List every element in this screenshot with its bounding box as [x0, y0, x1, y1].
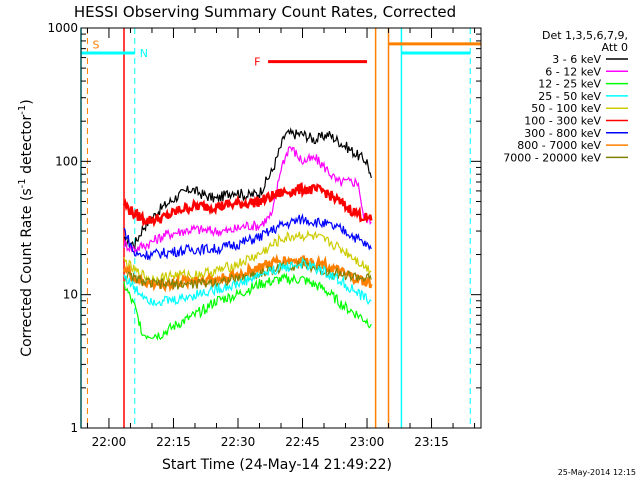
legend-label: 7000 - 20000 keV [503, 151, 601, 164]
series-line-2 [122, 182, 373, 228]
footer-timestamp: 25-May-2014 12:15 [558, 468, 636, 477]
marker-n-label: N [140, 47, 148, 60]
marker-bars: F [81, 42, 481, 69]
series-line-4 [123, 229, 372, 286]
legend-label: 800 - 7000 keV [517, 139, 601, 152]
x-tick-label: 23:00 [350, 435, 385, 449]
y-axis-label-sup1: -1 [17, 178, 28, 188]
series-line-1 [123, 146, 372, 255]
x-tick-label: 22:45 [285, 435, 320, 449]
legend-label: 12 - 25 keV [538, 78, 601, 91]
x-axis: 22:00 22:15 22:30 22:45 23:00 23:15 [86, 28, 476, 449]
legend-label: 3 - 6 keV [552, 53, 601, 66]
plot-frame [80, 27, 482, 429]
y-axis-label-main: Corrected Count Rate (s [19, 188, 35, 356]
x-tick-label: 22:00 [92, 435, 127, 449]
y-axis: 1 10 100 1000 [47, 21, 481, 435]
series-line-7 [123, 256, 372, 307]
series-line-3 [123, 213, 372, 261]
x-tick-label: 22:15 [156, 435, 191, 449]
legend-label: 300 - 800 keV [524, 127, 601, 140]
series-line-0 [123, 127, 372, 250]
x-tick-label: 22:30 [221, 435, 256, 449]
y-tick-label: 1 [70, 421, 78, 435]
chart-title: HESSI Observing Summary Count Rates, Cor… [74, 3, 456, 21]
vertical-markers: SN [80, 28, 471, 428]
y-tick-label: 10 [63, 288, 78, 302]
y-tick-label: 100 [55, 154, 78, 168]
marker-f-label: F [254, 56, 260, 69]
y-tick-label: 1000 [47, 21, 78, 35]
legend-header-1: Det 1,3,5,6,7,9, [542, 29, 628, 42]
legend-label: 6 - 12 keV [545, 65, 601, 78]
legend-header-2: Att 0 [602, 41, 628, 54]
series-layer [122, 127, 373, 341]
series-line-8 [123, 272, 372, 341]
y-axis-label-end: ) [19, 99, 35, 104]
y-axis-label-mid: detector [19, 115, 35, 179]
y-axis-label: Corrected Count Rate (s-1 detector-1) [17, 99, 35, 356]
marker-s-label: S [92, 39, 99, 52]
legend-label: 100 - 300 keV [524, 115, 601, 128]
legend-label: 50 - 100 keV [531, 102, 601, 115]
x-tick-label: 23:15 [414, 435, 449, 449]
legend-label: 25 - 50 keV [538, 90, 601, 103]
y-axis-label-sup2: -1 [17, 105, 28, 115]
x-axis-label: Start Time (24-May-14 21:49:22) [162, 457, 392, 473]
